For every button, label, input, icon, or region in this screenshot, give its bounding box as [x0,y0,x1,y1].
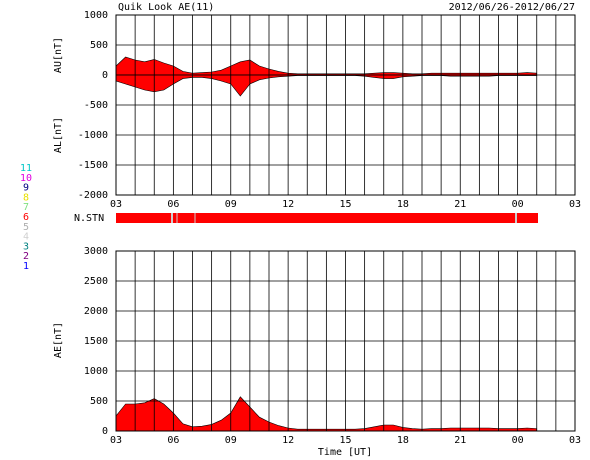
x-tick-label: 21 [454,199,466,210]
y-tick-label: -2000 [78,190,108,201]
x-tick-label: 18 [397,199,409,210]
x-tick-label: 18 [397,435,409,446]
x-tick-label: 12 [282,199,294,210]
y-axis-label: AU[nT] [53,37,64,73]
x-tick-label: 03 [569,435,581,446]
x-tick-label: 03 [110,199,122,210]
area [115,74,538,97]
x-tick-label: 09 [225,435,237,446]
stn-label: N.STN [74,213,104,224]
station-label: 6 [23,212,29,223]
y-tick-label: 3000 [84,246,108,257]
date-range: 2012/06/26-2012/06/27 [449,2,575,13]
y-tick-label: -500 [84,100,108,111]
station-label: 7 [23,202,29,213]
x-tick-label: 09 [225,199,237,210]
y-axis-label: AL[nT] [53,117,64,153]
x-tick-label: 21 [454,435,466,446]
plot-frame [115,250,576,432]
station-label: 3 [23,241,29,252]
station-label: 4 [23,232,29,243]
y-tick-label: 0 [102,70,108,81]
y-tick-label: 2000 [84,306,108,317]
x-tick-label: 06 [167,199,179,210]
x-tick-label: 00 [512,435,524,446]
x-tick-label: 15 [339,199,351,210]
y-tick-label: -1500 [78,160,108,171]
area [115,56,538,76]
y-tick-label: 500 [90,40,108,51]
station-label: 5 [23,222,29,233]
station-label: 11 [20,163,32,174]
x-tick-label: 15 [339,435,351,446]
station-label: 9 [23,183,29,194]
y-axis-label: AE[nT] [53,322,64,358]
y-tick-label: 1500 [84,336,108,347]
x-tick-label: 12 [282,435,294,446]
station-label: 10 [20,173,32,184]
y-tick-label: 1000 [84,366,108,377]
stn-bar [116,213,538,223]
station-label: 2 [23,251,29,262]
plot-frame [115,14,576,196]
x-tick-label: 03 [110,435,122,446]
x-tick-label: 00 [512,199,524,210]
y-tick-label: 0 [102,426,108,437]
station-label: 8 [23,192,29,203]
y-tick-label: 1000 [84,10,108,21]
station-label: 1 [23,261,29,272]
chart-title: Quik Look AE(11) [118,2,214,13]
x-tick-label: 06 [167,435,179,446]
x-tick-label: 03 [569,199,581,210]
x-axis-label: Time [UT] [318,447,372,458]
area [115,396,538,432]
y-tick-label: -1000 [78,130,108,141]
y-tick-label: 2500 [84,276,108,287]
y-tick-label: 500 [90,396,108,407]
